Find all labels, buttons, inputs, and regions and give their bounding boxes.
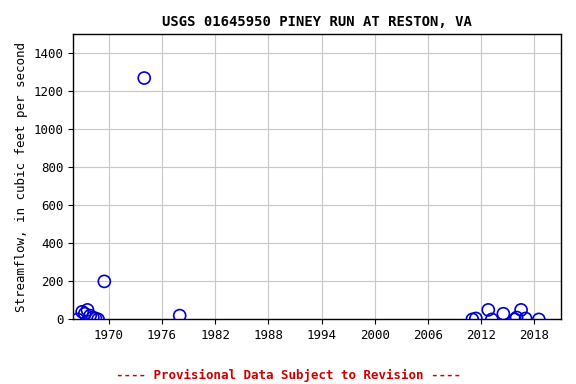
Point — [85, 313, 94, 319]
Point — [78, 309, 87, 315]
Point — [487, 316, 497, 323]
Point — [471, 315, 480, 321]
Point — [88, 314, 97, 321]
Point — [512, 314, 521, 321]
Point — [484, 307, 493, 313]
Point — [510, 316, 520, 323]
Point — [521, 315, 530, 321]
Title: USGS 01645950 PINEY RUN AT RESTON, VA: USGS 01645950 PINEY RUN AT RESTON, VA — [162, 15, 472, 29]
Point — [534, 316, 543, 323]
Point — [468, 316, 477, 323]
Point — [175, 313, 184, 319]
Point — [93, 316, 103, 323]
Point — [80, 311, 89, 317]
Point — [83, 307, 92, 313]
Point — [73, 316, 82, 323]
Point — [139, 75, 149, 81]
Text: ---- Provisional Data Subject to Revision ----: ---- Provisional Data Subject to Revisio… — [116, 369, 460, 382]
Point — [499, 311, 508, 317]
Point — [517, 307, 526, 313]
Point — [100, 278, 109, 285]
Y-axis label: Streamflow, in cubic feet per second: Streamflow, in cubic feet per second — [15, 42, 28, 312]
Point — [91, 315, 100, 321]
